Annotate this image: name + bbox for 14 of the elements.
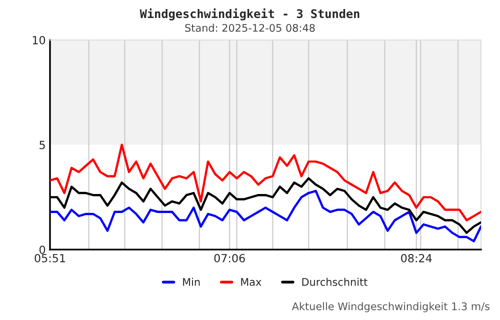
text: Aktuelle Windgeschwindigkeit 1.3 m/s bbox=[292, 302, 490, 312]
chart-subtitle: Stand: 2025-12-05 08:48 bbox=[185, 24, 315, 32]
y-tick-label: 10 bbox=[32, 36, 46, 44]
x-tick-label: 05:51 bbox=[34, 254, 65, 262]
y-tick-label: 5 bbox=[40, 140, 45, 150]
legend-label: Min bbox=[183, 278, 200, 286]
chart-title: Windgeschwindigkeit - 3 Stunden bbox=[140, 8, 360, 20]
x-tick-label: 07:06 bbox=[214, 254, 245, 262]
legend-label: Max bbox=[241, 278, 262, 286]
legend-label: Durchschnitt bbox=[302, 278, 368, 286]
line-series bbox=[50, 190, 481, 242]
x-tick-label: 08:24 bbox=[401, 254, 432, 262]
y-tick-label: 0 bbox=[39, 246, 46, 254]
line-series bbox=[50, 144, 481, 222]
